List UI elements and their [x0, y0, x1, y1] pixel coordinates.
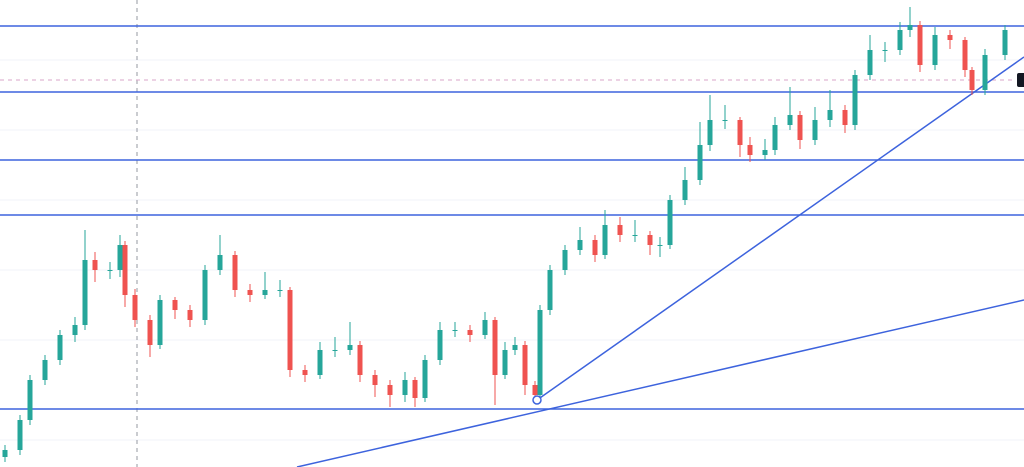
- candle-body: [402, 380, 408, 395]
- candle-body: [452, 330, 458, 331]
- candle-body: [852, 75, 858, 125]
- candle-body: [247, 290, 253, 295]
- candle-body: [147, 320, 153, 345]
- candle-body: [492, 320, 498, 375]
- candle-body: [287, 290, 293, 370]
- candle-body: [962, 40, 968, 70]
- candle-body: [617, 225, 623, 235]
- candle-body: [647, 235, 653, 245]
- candle-body: [117, 245, 123, 270]
- candle-body: [92, 260, 98, 270]
- candle-body: [932, 35, 938, 65]
- candle-body: [302, 370, 308, 375]
- candle-body: [262, 290, 268, 295]
- candle-body: [332, 350, 338, 351]
- price-label: [1017, 73, 1024, 87]
- candle-body: [437, 330, 443, 360]
- candle-body: [512, 345, 518, 350]
- candle-body: [1002, 30, 1008, 55]
- candles: [2, 7, 1008, 462]
- candle-body: [787, 115, 793, 125]
- candle-body: [882, 50, 888, 51]
- candle-body: [772, 125, 778, 150]
- candle-body: [482, 320, 488, 335]
- candle-body: [132, 295, 138, 320]
- candle-body: [917, 25, 923, 65]
- candle-body: [577, 240, 583, 250]
- candle-body: [682, 180, 688, 200]
- candle-body: [532, 385, 538, 395]
- candle-body: [467, 330, 473, 335]
- candle-body: [602, 225, 608, 255]
- candle-body: [347, 345, 353, 350]
- candle-body: [907, 25, 913, 30]
- candle-body: [762, 150, 768, 155]
- background-grid: [0, 59, 1024, 441]
- candle-body: [547, 270, 553, 310]
- candle-body: [842, 110, 848, 125]
- candle-body: [2, 450, 8, 457]
- candle-body: [42, 360, 48, 380]
- trend-line: [536, 56, 1024, 401]
- trend-line: [296, 299, 1024, 467]
- candle-body: [357, 345, 363, 375]
- candle-body: [107, 270, 113, 271]
- candle-body: [897, 30, 903, 50]
- candle-body: [812, 120, 818, 140]
- candle-body: [797, 115, 803, 140]
- candle-body: [27, 380, 33, 420]
- candle-body: [737, 120, 743, 145]
- candle-body: [172, 300, 178, 310]
- candle-body: [947, 35, 953, 40]
- candle-body: [969, 70, 975, 90]
- candle-body: [537, 310, 543, 395]
- candle-body: [722, 120, 728, 121]
- candle-body: [157, 300, 163, 345]
- candle-body: [82, 260, 88, 325]
- candle-body: [562, 250, 568, 270]
- drawings: [0, 25, 1024, 467]
- candle-body: [187, 310, 193, 320]
- candle-body: [502, 350, 508, 375]
- candle-body: [122, 245, 128, 295]
- candle-body: [632, 235, 638, 236]
- candle-body: [697, 145, 703, 180]
- candle-body: [17, 420, 23, 450]
- candle-body: [57, 335, 63, 360]
- candle-body: [387, 385, 393, 395]
- candle-body: [372, 375, 378, 385]
- candle-body: [707, 120, 713, 145]
- candle-body: [867, 50, 873, 75]
- candle-body: [217, 255, 223, 270]
- anchor-point[interactable]: [532, 395, 542, 405]
- candle-body: [747, 145, 753, 155]
- candle-body: [657, 245, 663, 246]
- candle-body: [592, 240, 598, 255]
- candle-body: [422, 360, 428, 398]
- candle-body: [827, 110, 833, 120]
- candle-body: [412, 380, 418, 398]
- candle-body: [317, 350, 323, 375]
- candle-body: [72, 325, 78, 335]
- candle-body: [277, 290, 283, 291]
- candle-body: [522, 345, 528, 385]
- candle-body: [982, 55, 988, 90]
- candle-body: [667, 200, 673, 245]
- candle-body: [202, 270, 208, 320]
- candle-body: [232, 255, 238, 290]
